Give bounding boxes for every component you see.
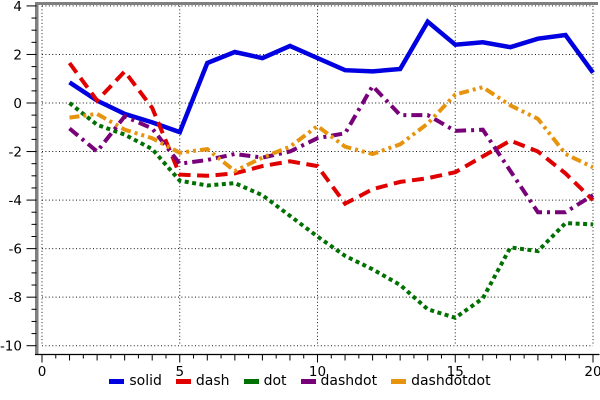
axis-tick-labels: 420-2-4-6-8-100 5 10 15 20	[0, 0, 600, 380]
legend-swatch-dash	[175, 378, 191, 384]
gridlines	[41, 5, 594, 347]
y-tick-label: 4	[13, 0, 22, 15]
legend-swatch-dashdot	[300, 378, 316, 384]
y-tick-label: -2	[9, 145, 22, 161]
legend-label: solid	[129, 373, 162, 389]
series-lines	[67, 18, 595, 321]
y-tick-label: -8	[9, 290, 22, 306]
x-tick-label: 10	[309, 364, 326, 380]
x-tick-label: 20	[584, 364, 600, 380]
x-tick-label: 5	[175, 364, 184, 380]
y-tick-label: 0	[13, 96, 22, 112]
series-line-dashdotdot	[69, 85, 594, 174]
legend-item-dash: dash	[175, 373, 230, 389]
legend-item-solid: solid	[109, 374, 162, 388]
legend-label: dashdotdot	[411, 373, 491, 389]
legend-item-dashdot: dashdot	[300, 373, 378, 389]
legend-item-dot: dot	[243, 373, 287, 389]
y-tick-label: 2	[13, 47, 22, 63]
y-tick-label: -4	[9, 193, 22, 209]
legend-swatch-dot	[243, 378, 259, 384]
legend-swatch-solid	[109, 378, 125, 384]
series-line-dot	[68, 101, 594, 321]
y-tick-label: -6	[9, 242, 22, 258]
series-line-solid	[68, 18, 595, 135]
legend-label: dash	[195, 373, 230, 389]
legend-swatch-dashdotdot	[391, 378, 407, 384]
y-tick-label: -10	[0, 339, 22, 355]
legend: solid dash dot dashdot dashdotdot	[0, 370, 600, 392]
legend-label: dashdot	[320, 373, 378, 389]
axis-ticks	[26, 5, 594, 363]
legend-label: dot	[263, 373, 287, 389]
series-line-dash	[67, 61, 595, 207]
legend-item-dashdotdot: dashdotdot	[391, 374, 491, 388]
x-tick-label: 0	[38, 364, 47, 380]
x-tick-label: 15	[447, 364, 464, 380]
